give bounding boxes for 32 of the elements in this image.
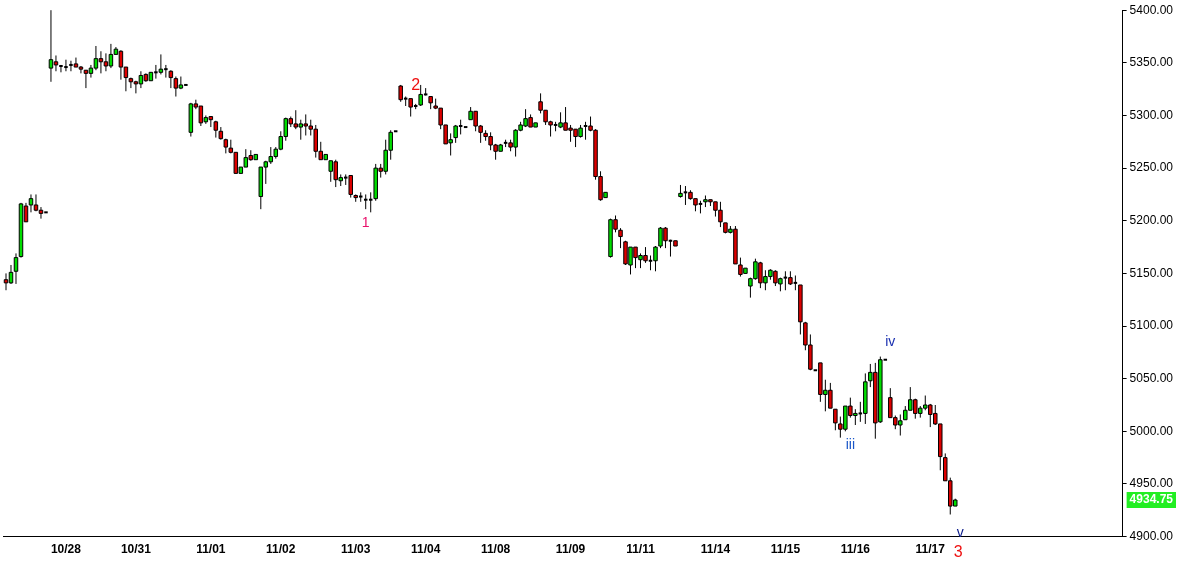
- y-tick-label: 5400.00: [1129, 2, 1174, 17]
- x-tick-label: 11/08: [480, 542, 511, 557]
- y-tick-label: 5300.00: [1129, 107, 1174, 122]
- x-tick-label: 11/03: [341, 542, 371, 557]
- x-tick-label: 11/14: [700, 542, 731, 557]
- x-tick-label: 11/09: [555, 542, 586, 557]
- y-tick-label: 4950.00: [1129, 476, 1174, 491]
- y-tick-label: 5250.00: [1129, 160, 1174, 175]
- x-tick-label: 11/04: [410, 542, 441, 557]
- x-tick-label: 11/11: [626, 542, 656, 557]
- y-tick-label: 5100.00: [1129, 318, 1174, 333]
- x-tick-label: 11/01: [196, 542, 226, 557]
- candlestick: [863, 372, 868, 425]
- annotation: v: [956, 523, 964, 540]
- annotation: 1: [361, 214, 370, 231]
- annotation: 2: [411, 76, 421, 94]
- y-tick-label: 4900.00: [1129, 528, 1174, 543]
- x-tick-label: 11/16: [840, 542, 871, 557]
- y-tick-label: 5150.00: [1129, 265, 1174, 280]
- annotation: iv: [885, 333, 896, 350]
- y-tick-label: 5350.00: [1129, 55, 1174, 70]
- x-tick-label: 10/28: [50, 542, 82, 557]
- x-tick-label: 11/02: [266, 542, 296, 557]
- x-tick-label: 10/31: [120, 542, 152, 557]
- text: 4934.75: [1129, 492, 1174, 507]
- x-tick-label: 11/15: [770, 542, 801, 557]
- text: 3: [953, 543, 963, 561]
- y-tick-label: 5000.00: [1129, 423, 1174, 438]
- x-tick-label: 11/17: [915, 542, 946, 557]
- annotation: iii: [845, 436, 856, 453]
- y-tick-label: 5200.00: [1129, 213, 1174, 228]
- y-tick-label: 5050.00: [1129, 370, 1174, 385]
